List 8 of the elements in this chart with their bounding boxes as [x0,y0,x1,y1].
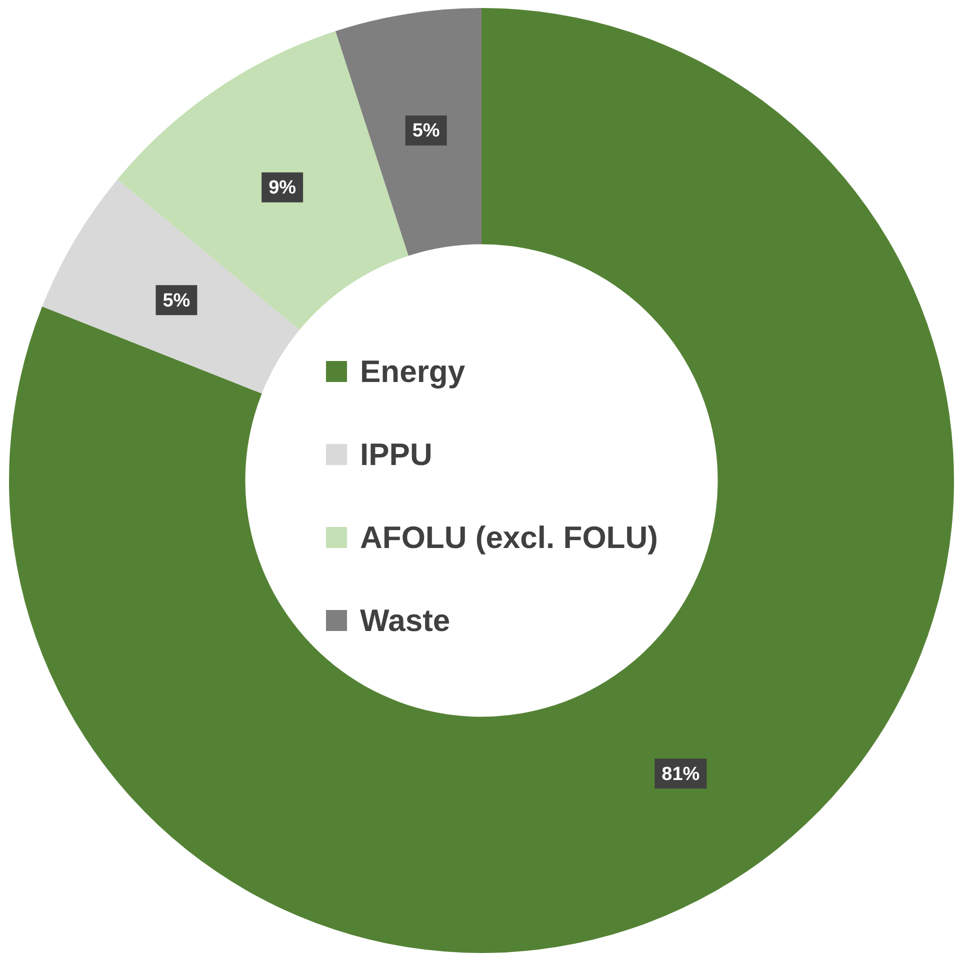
data-label: 81% [662,764,700,785]
legend-label: IPPU [360,436,432,472]
legend-label: Waste [360,602,450,638]
data-label: 5% [412,120,440,142]
legend-label: AFOLU (excl. FOLU) [360,520,658,556]
legend-label: Energy [360,354,466,390]
data-label: 9% [268,178,296,199]
data-label: 5% [162,290,190,312]
